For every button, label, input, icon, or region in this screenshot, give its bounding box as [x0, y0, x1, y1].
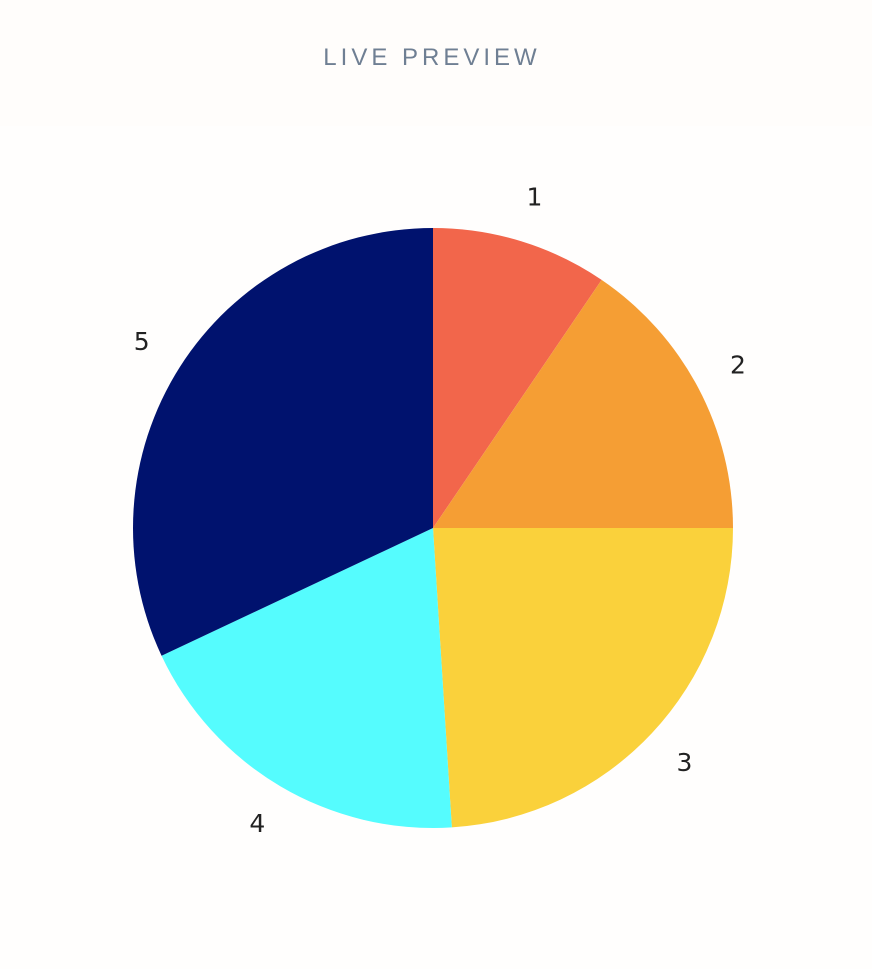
chart-area: 1 2 3 4 5	[0, 126, 872, 964]
pie-chart: 1 2 3 4 5	[132, 182, 746, 838]
pie-slice-2	[433, 279, 733, 528]
slice-label-3: 3	[677, 748, 693, 777]
pie-slice-5	[132, 228, 433, 656]
preview-title: LIVE PREVIEW	[323, 44, 541, 71]
slice-label-4: 4	[249, 809, 265, 838]
preview-header: LIVE PREVIEW	[0, 0, 872, 126]
slice-label-1: 1	[526, 182, 542, 211]
slice-label-2: 2	[730, 351, 746, 380]
slice-label-5: 5	[134, 327, 150, 356]
pie-slice-1	[433, 228, 602, 528]
pie-slice-4	[161, 528, 452, 828]
pie-slice-3	[433, 528, 733, 828]
